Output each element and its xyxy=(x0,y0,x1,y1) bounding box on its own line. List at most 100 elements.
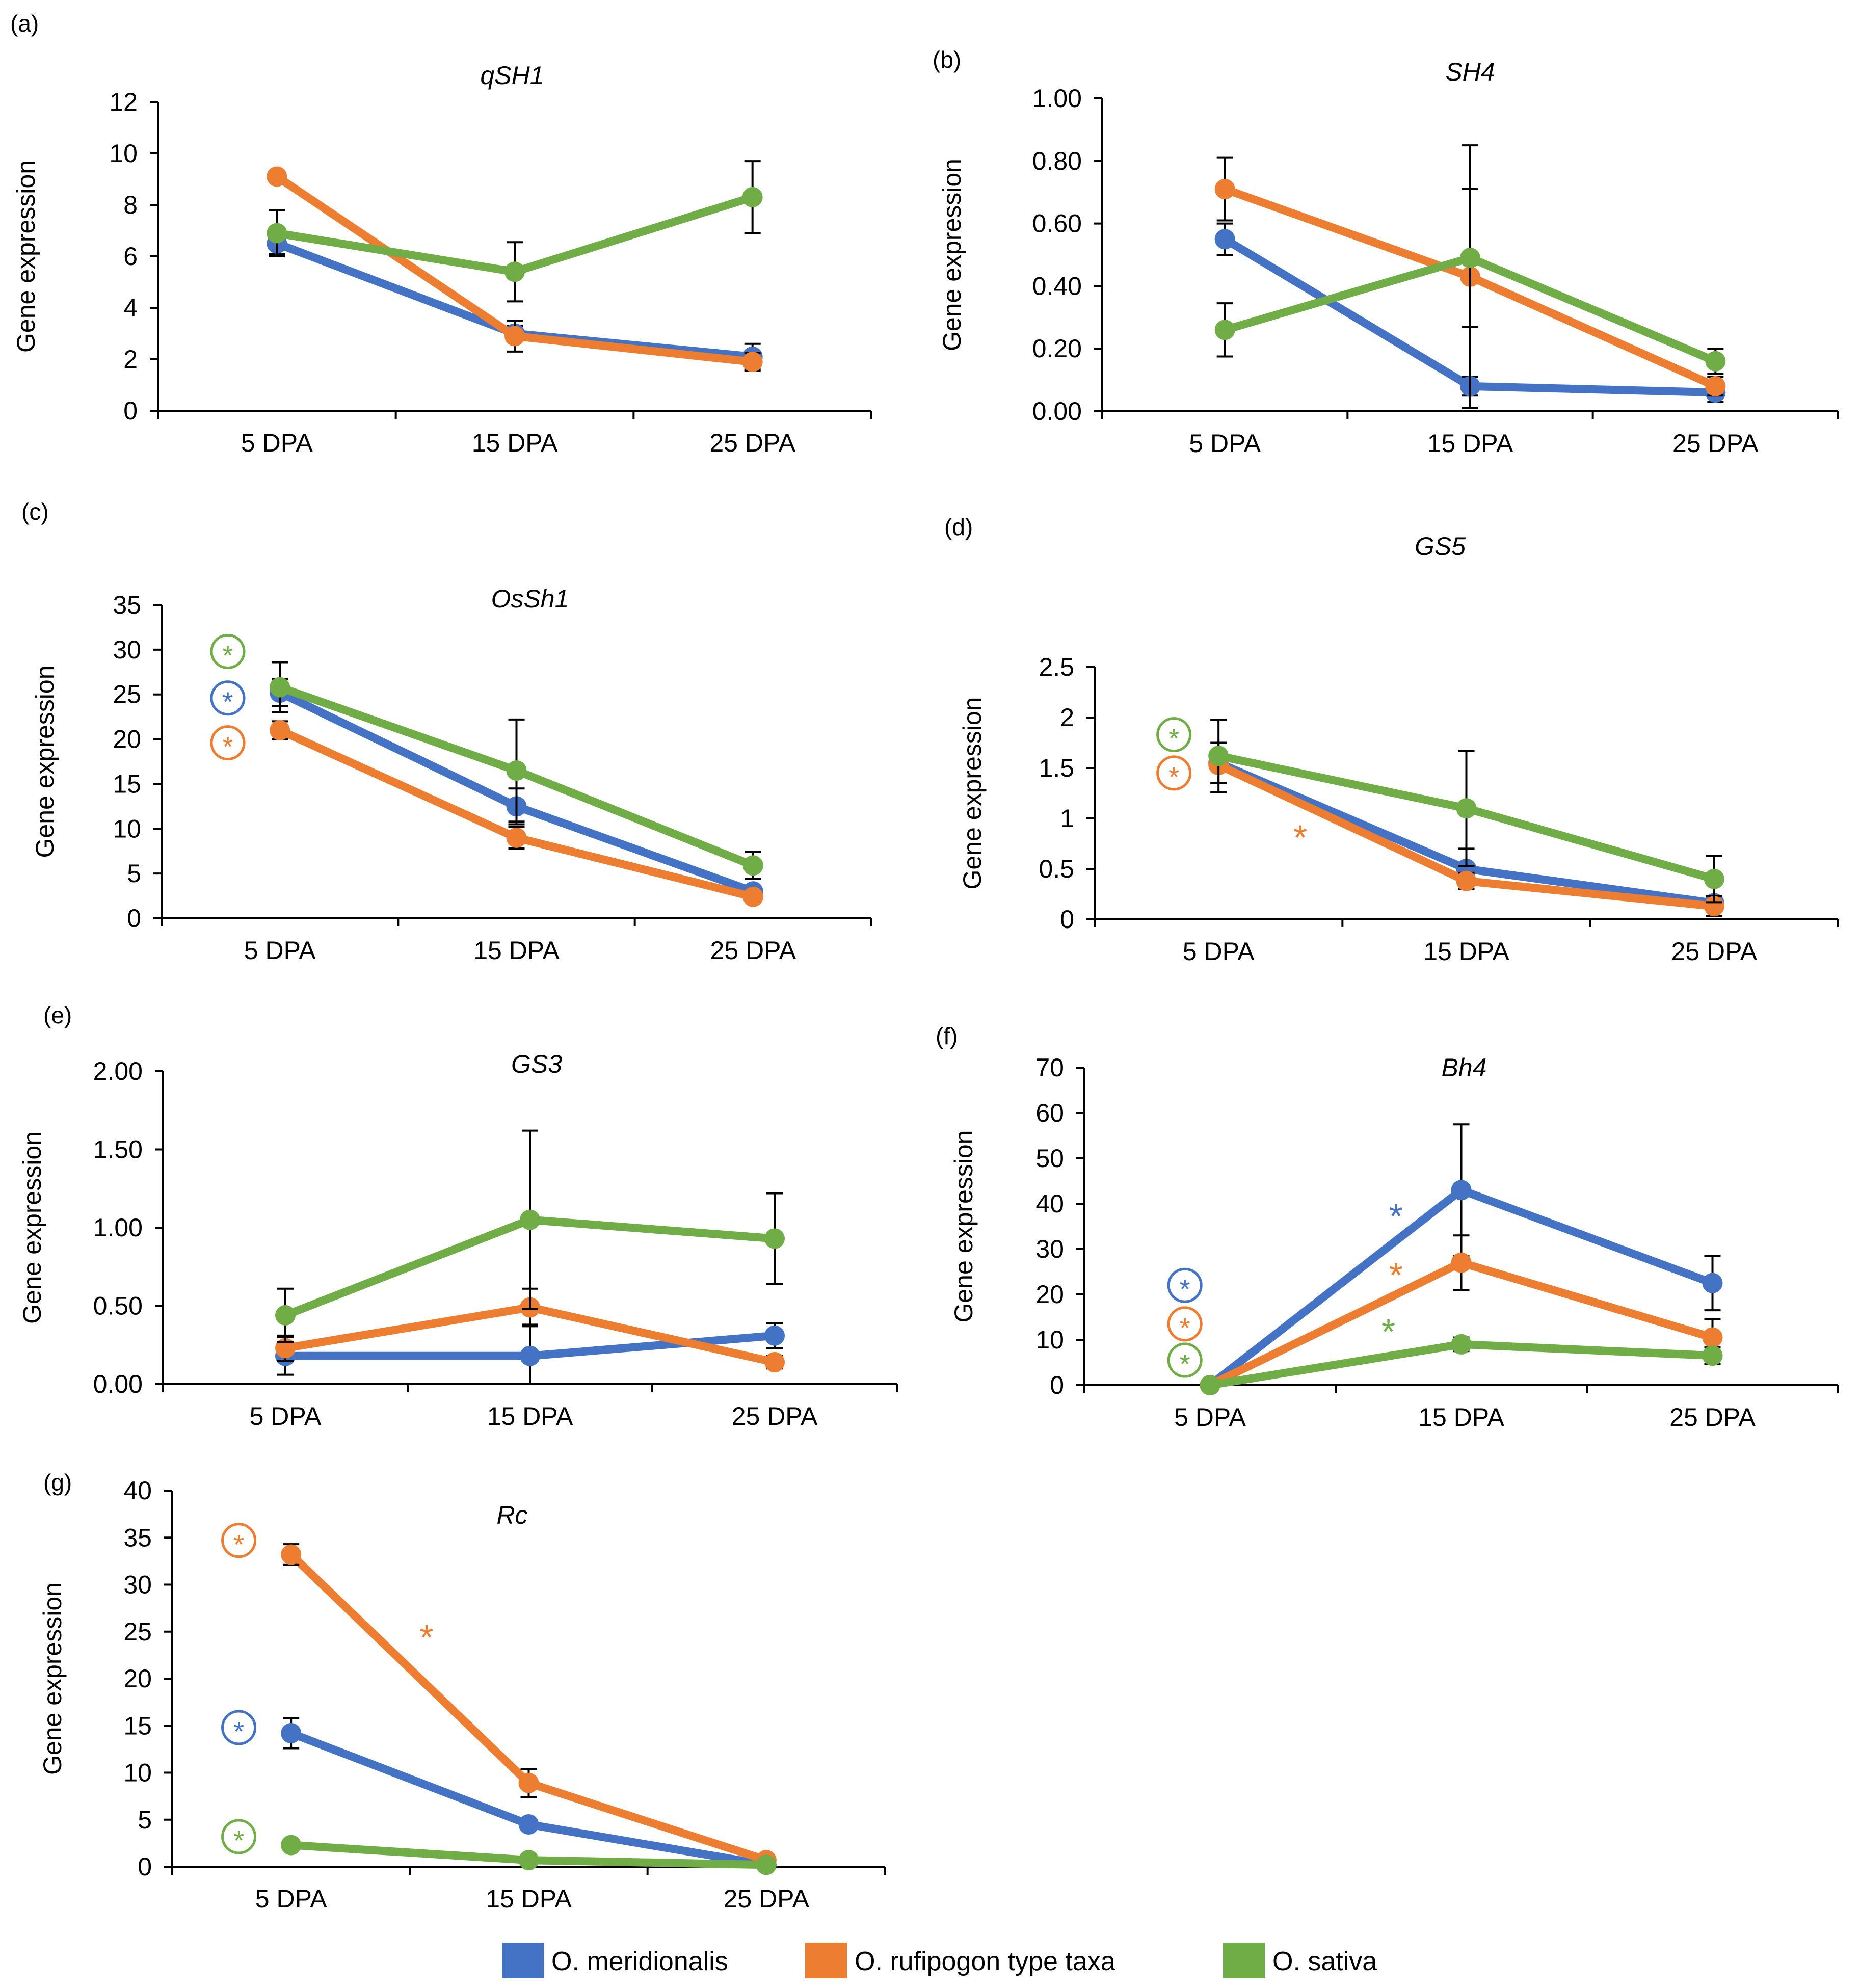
y-tick-label: 0 xyxy=(1050,1371,1064,1399)
significance-circle-rufipogon xyxy=(1156,755,1192,791)
y-tick-label: 10 xyxy=(109,139,138,168)
x-tick-label: 15 DPA xyxy=(1418,1403,1504,1432)
x-tick-label: 25 DPA xyxy=(1671,937,1758,966)
y-tick-label: 10 xyxy=(113,814,141,843)
data-point-meridionalis xyxy=(518,1814,539,1835)
data-point-sativa xyxy=(1460,248,1480,269)
data-point-sativa xyxy=(1704,868,1724,889)
y-tick-label: 15 xyxy=(113,770,141,798)
panel-label: (f) xyxy=(936,1023,958,1049)
data-point-sativa xyxy=(1702,1345,1723,1366)
data-point-rufipogon xyxy=(504,326,525,347)
y-tick-label: 2.5 xyxy=(1039,653,1074,681)
significance-asterisk-rufipogon: * xyxy=(223,732,233,762)
y-tick-label: 2.00 xyxy=(93,1057,143,1085)
data-point-rufipogon xyxy=(267,166,287,187)
series-sativa xyxy=(267,160,763,303)
data-point-sativa xyxy=(506,760,527,781)
y-axis-label: Gene expression xyxy=(949,1130,978,1322)
data-point-sativa xyxy=(1451,1334,1472,1355)
chart-panel-3: (c) OsSh1 Gene expression 0 5 10 15 20 25 30 35 5 D… xyxy=(21,498,872,965)
y-tick-label: 0 xyxy=(1060,905,1074,934)
significance-circle-rufipogon xyxy=(210,725,246,761)
significance-circle-sativa xyxy=(1156,717,1192,753)
y-tick-label: 4 xyxy=(123,294,138,322)
y-tick-label: 1.00 xyxy=(1032,84,1082,113)
x-tick-label: 15 DPA xyxy=(486,1885,572,1913)
legend-item-sativa: O. sativa xyxy=(1223,1943,1377,1978)
series-sativa xyxy=(281,1835,777,1875)
x-tick-label: 15 DPA xyxy=(487,1402,573,1430)
y-tick-label: 12 xyxy=(109,88,138,116)
y-tick-label: 5 xyxy=(127,859,141,888)
data-point-rufipogon xyxy=(742,886,763,907)
y-tick-label: 0.00 xyxy=(1032,397,1082,426)
y-tick-label: 0.80 xyxy=(1032,147,1082,175)
data-point-sativa xyxy=(1456,798,1477,819)
x-tick-label: 15 DPA xyxy=(1427,429,1513,458)
y-tick-label: 1.50 xyxy=(93,1135,143,1164)
y-tick-label: 35 xyxy=(123,1523,152,1552)
y-tick-label: 25 xyxy=(123,1618,152,1646)
x-tick-label: 5 DPA xyxy=(1183,937,1255,966)
y-tick-label: 30 xyxy=(113,635,141,664)
legend-item-meridionalis: O. meridionalis xyxy=(502,1943,728,1978)
y-tick-label: 20 xyxy=(123,1664,152,1693)
chart-title: GS3 xyxy=(511,1050,562,1078)
series-rufipogon xyxy=(270,720,763,907)
y-tick-label: 30 xyxy=(123,1571,152,1599)
significance-asterisk-sativa: * xyxy=(1168,724,1179,754)
chart-panel-4: (d) GS5 Gene expression 0 0.5 1 1.5 2 2.5 5 DPA 15… xyxy=(944,514,1839,966)
y-tick-label: 50 xyxy=(1035,1144,1064,1173)
significance-asterisk-meridionalis: * xyxy=(233,1716,244,1747)
y-axis-label: Gene expression xyxy=(31,665,59,858)
data-point-meridionalis xyxy=(1214,229,1235,250)
significance-circle-sativa xyxy=(221,1819,257,1854)
chart-panel-1: (a) qSH1 Gene expression 0 2 4 6 8 10 12 5 DPA 15 D… xyxy=(10,10,872,457)
data-point-sativa xyxy=(742,855,763,876)
legend-label-sativa: O. sativa xyxy=(1272,1947,1377,1976)
data-point-rufipogon xyxy=(764,1352,785,1373)
x-tick-label: 5 DPA xyxy=(241,429,313,457)
y-tick-label: 1.5 xyxy=(1039,754,1074,782)
panel-label: (a) xyxy=(10,10,39,37)
chart-title: Bh4 xyxy=(1442,1053,1487,1082)
data-point-sativa xyxy=(270,677,290,698)
data-point-rufipogon xyxy=(1451,1252,1472,1273)
data-point-meridionalis xyxy=(520,1345,540,1366)
x-tick-label: 15 DPA xyxy=(1423,937,1509,966)
y-axis-label: Gene expression xyxy=(18,1131,46,1324)
data-point-sativa xyxy=(1200,1375,1220,1395)
legend-item-rufipogon: O. rufipogon type taxa xyxy=(805,1943,1115,1978)
data-point-sativa xyxy=(281,1835,302,1856)
panel-label: (d) xyxy=(944,514,973,540)
y-tick-label: 0.60 xyxy=(1032,209,1082,238)
series-meridionalis xyxy=(275,1322,785,1385)
chart-panel-7: (g) Rc Gene expression 0 5 10 15 20 25 30 35 40 5 DP… xyxy=(38,1469,886,1913)
legend-label-meridionalis: O. meridionalis xyxy=(551,1947,728,1976)
x-tick-label: 15 DPA xyxy=(473,936,560,965)
significance-circle-rufipogon xyxy=(221,1523,257,1558)
x-tick-label: 5 DPA xyxy=(1189,429,1261,458)
significance-asterisk-rufipogon: * xyxy=(1180,1313,1190,1343)
significance-asterisk-meridionalis: * xyxy=(223,687,233,718)
significance-asterisk-rufipogon: * xyxy=(419,1618,433,1657)
x-tick-label: 5 DPA xyxy=(255,1885,327,1913)
legend-label-rufipogon: O. rufipogon type taxa xyxy=(855,1947,1115,1976)
y-tick-label: 1.00 xyxy=(93,1213,143,1242)
x-tick-label: 25 DPA xyxy=(710,936,796,965)
x-tick-label: 25 DPA xyxy=(1672,429,1759,458)
data-point-sativa xyxy=(1705,351,1726,372)
data-point-sativa xyxy=(275,1305,296,1326)
y-axis-label: Gene expression xyxy=(12,160,40,353)
series-sativa xyxy=(270,661,763,880)
data-point-rufipogon xyxy=(1702,1327,1723,1348)
y-tick-label: 40 xyxy=(123,1476,152,1505)
y-tick-label: 8 xyxy=(123,191,138,219)
y-tick-label: 6 xyxy=(123,242,138,271)
chart-title: qSH1 xyxy=(480,61,544,90)
x-tick-label: 25 DPA xyxy=(732,1402,818,1430)
chart-panel-2: (b) SH4 Gene expression 0.00 0.20 0.40 0.60 0.8… xyxy=(933,46,1839,458)
